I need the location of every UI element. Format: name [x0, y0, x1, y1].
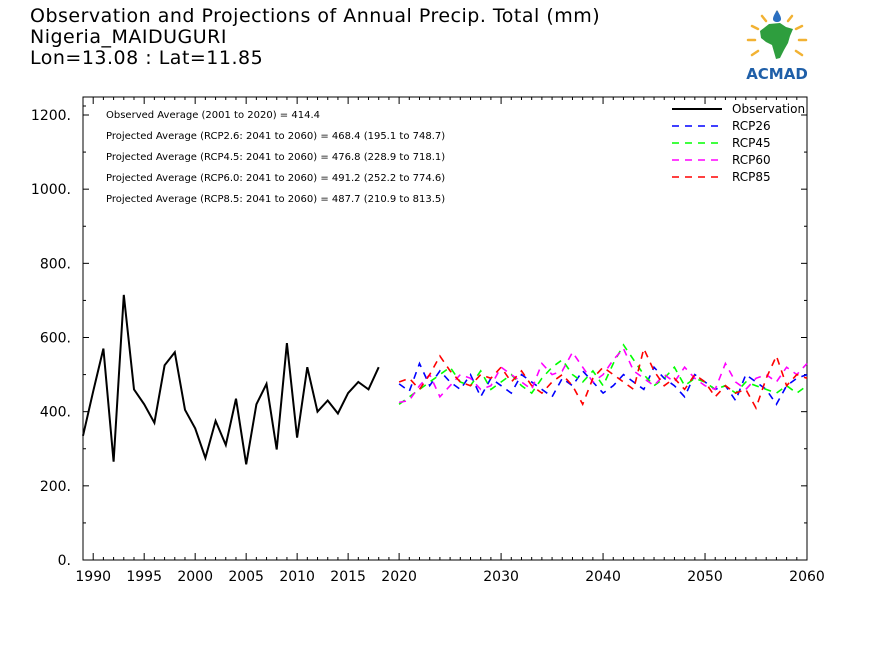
legend-label: RCP60: [732, 153, 771, 167]
x-tick-label: 2060: [789, 569, 825, 585]
station-name: Nigeria_MAIDUGURI: [30, 26, 227, 48]
legend-label: RCP85: [732, 170, 771, 184]
acmad-africa-logo-icon: [746, 10, 808, 59]
y-axis: 0. 200. 400. 600. 800. 1000. 1200.: [31, 105, 807, 569]
x-tick-label: 2015: [330, 569, 366, 585]
x-tick-label: 2010: [279, 569, 315, 585]
average-annotation: Projected Average (RCP6.0: 2041 to 2060)…: [106, 173, 445, 184]
average-annotation: Projected Average (RCP8.5: 2041 to 2060)…: [106, 194, 445, 205]
series-line-rcp26: [398, 361, 808, 406]
y-tick-label: 0.: [58, 553, 71, 569]
x-tick-label: 2040: [585, 569, 621, 585]
legend-label: RCP45: [732, 136, 771, 150]
chart-title: Observation and Projections of Annual Pr…: [30, 5, 601, 27]
logo-text: ACMAD: [746, 65, 808, 83]
series-line-rcp85: [398, 346, 808, 410]
legend: Observation RCP26 RCP45 RCP60 RCP85: [672, 102, 805, 184]
average-annotation: Observed Average (2001 to 2020) = 414.4: [106, 110, 320, 121]
y-tick-label: 200.: [40, 479, 71, 495]
y-tick-label: 400.: [40, 405, 71, 421]
x-tick-label: 1990: [75, 569, 111, 585]
title-block: Observation and Projections of Annual Pr…: [30, 6, 600, 69]
annotation-layer: Observed Average (2001 to 2020) = 414.4 P…: [106, 110, 445, 205]
y-tick-label: 1000.: [31, 182, 71, 198]
y-tick-label: 1200.: [31, 108, 71, 124]
average-annotation: Projected Average (RCP4.5: 2041 to 2060)…: [106, 152, 445, 163]
plot-frame: [82, 96, 808, 561]
x-tick-label: 1995: [126, 569, 162, 585]
y-tick-label: 600.: [40, 331, 71, 347]
x-tick-label: 2050: [687, 569, 723, 585]
x-axis: 1990 1995 2000 2005 2010 2015 2020 2030 2040 2050…: [75, 97, 825, 585]
acmad-logo: ACMAD: [746, 10, 808, 83]
x-tick-label: 2020: [381, 569, 417, 585]
series-line-observation: [82, 294, 380, 465]
station-coordinates: Lon=13.08 : Lat=11.85: [30, 47, 264, 69]
series-layer: [82, 294, 808, 465]
x-tick-label: 2005: [228, 569, 264, 585]
series-line-rcp60: [398, 347, 808, 404]
y-tick-label: 800.: [40, 256, 71, 272]
legend-label: RCP26: [732, 119, 771, 133]
x-tick-label: 2000: [177, 569, 213, 585]
x-tick-label: 2030: [483, 569, 519, 585]
average-annotation: Projected Average (RCP2.6: 2041 to 2060)…: [106, 131, 445, 142]
legend-label: Observation: [732, 102, 805, 116]
